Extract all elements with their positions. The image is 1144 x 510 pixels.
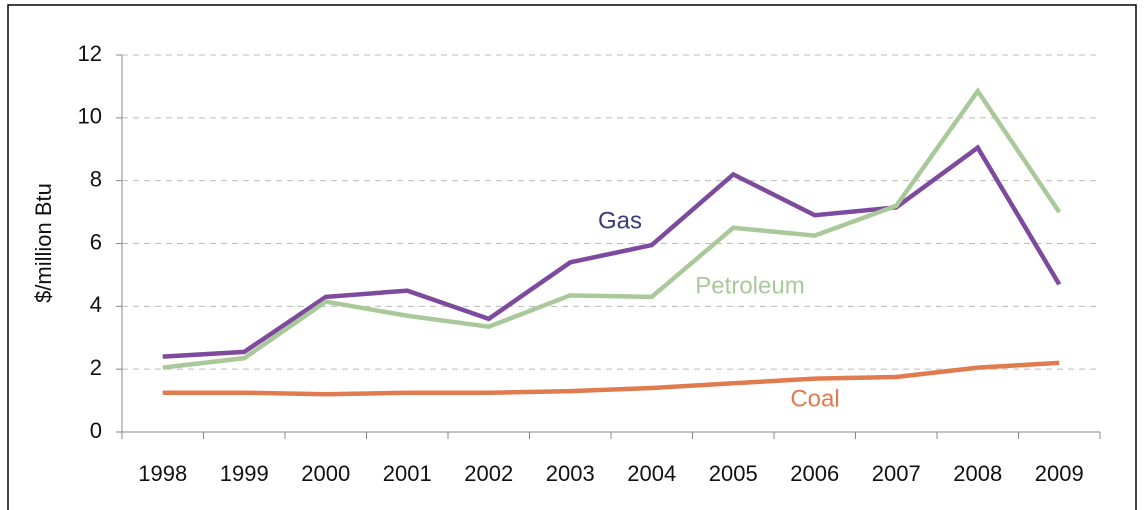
x-tick-label: 2004 — [627, 461, 676, 486]
x-tick-label: 1999 — [220, 461, 269, 486]
x-tick-label: 2006 — [790, 461, 839, 486]
y-tick-label: 4 — [90, 292, 102, 317]
y-tick-label: 6 — [90, 229, 102, 254]
y-tick-label: 0 — [90, 418, 102, 443]
series-label: Gas — [598, 207, 642, 234]
y-tick-label: 12 — [78, 41, 102, 66]
series-line — [162, 144, 1062, 359]
series-label: Petroleum — [695, 272, 804, 299]
y-tick-label: 8 — [90, 166, 102, 191]
series-label: Coal — [790, 385, 839, 412]
x-tick-label: 1998 — [138, 461, 187, 486]
frame — [7, 4, 1137, 510]
x-tick-label: 2009 — [1035, 461, 1084, 486]
series-line — [162, 87, 1062, 370]
x-tick-label: 2001 — [383, 461, 432, 486]
y-tick-label: 2 — [90, 355, 102, 380]
series-line — [162, 360, 1060, 397]
x-tick-label: 2003 — [546, 461, 595, 486]
y-tick-label: 10 — [78, 104, 102, 129]
x-tick-label: 2007 — [872, 461, 921, 486]
x-tick-label: 2008 — [953, 461, 1002, 486]
x-tick-label: 2005 — [709, 461, 758, 486]
x-tick-label: 2000 — [301, 461, 350, 486]
y-axis-label: $/million Btu — [31, 183, 56, 303]
x-tick-label: 2002 — [464, 461, 513, 486]
